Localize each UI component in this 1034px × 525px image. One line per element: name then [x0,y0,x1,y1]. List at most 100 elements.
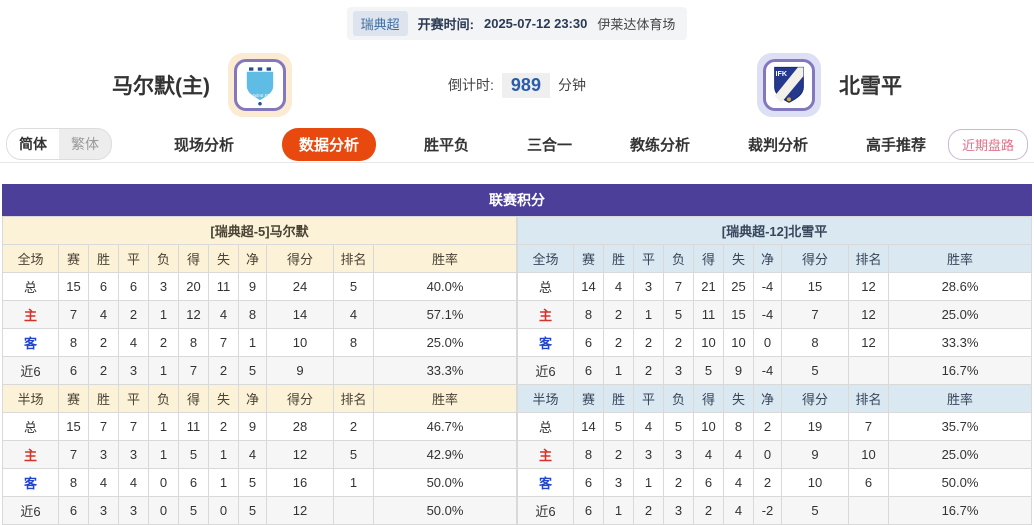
stat-cell: 1 [238,328,267,357]
stat-cell: 3 [663,356,694,385]
stat-cell: 3 [118,496,149,525]
column-header: 胜 [603,244,634,273]
column-header: 排名 [333,244,374,273]
stat-cell: 10 [723,328,754,357]
tab-item[interactable]: 裁判分析 [748,136,809,154]
column-header: 平 [118,244,149,273]
stat-cell: 1 [208,440,239,469]
column-header: 得 [693,384,724,413]
away-team: IFK 北雪平 [586,53,1034,117]
stat-cell: 4 [603,272,634,301]
stat-cell: 4 [118,468,149,497]
stat-cell: 46.7% [373,412,517,441]
tab-item[interactable]: 教练分析 [630,136,691,154]
column-header: 胜 [603,384,634,413]
stat-cell: 4 [118,328,149,357]
tab-item[interactable]: 三合一 [526,136,572,154]
countdown-value: 989 [501,72,550,98]
tab-item[interactable]: 数据分析 [281,127,376,161]
stat-cell: 15 [723,300,754,329]
stats-row: 总 15 7 7 1 11 2 9 28 2 46.7% [2,412,517,441]
stat-cell: 3 [663,440,694,469]
column-header: 负 [148,384,179,413]
venue-name: 伊莱达体育场 [597,17,676,32]
column-header: 失 [208,384,239,413]
stat-cell: 50.0% [373,468,517,497]
stat-cell: 9 [723,356,754,385]
recent-trend-button[interactable]: 近期盘路 [947,128,1028,160]
match-info-bar: 瑞典超 开赛时间: 2025-07-12 23:30 伊莱达体育场 [0,7,1034,40]
panel-body: [瑞典超-5]马尔默 全场赛胜平负得失净得分 排名 胜率总 15 6 6 3 20 11 9 24 5 4… [2,216,1032,525]
stats-row: 总 15 6 6 3 20 11 9 24 5 40.0% [2,272,517,301]
svg-text:Malmö FF: Malmö FF [250,93,270,98]
stat-cell: 6 [693,468,724,497]
stats-row: 主 8 2 3 3 4 4 0 9 10 25.0% [517,440,1032,469]
stat-cell: 4 [88,468,119,497]
column-header: 平 [118,384,149,413]
stat-cell: 5 [781,356,849,385]
stats-row: 主 7 3 3 1 5 1 4 12 5 42.9% [2,440,517,469]
column-header: 得分 [266,244,334,273]
stat-cell: 2 [603,328,634,357]
column-header: 排名 [848,384,889,413]
column-header: 排名 [333,384,374,413]
stat-cell: 8 [238,300,267,329]
stat-cell: 16.7% [888,356,1032,385]
column-header: 失 [723,384,754,413]
stat-cell: 2 [88,328,119,357]
stat-cell: 25.0% [888,300,1032,329]
row-label: 主 [2,300,59,329]
tab-item[interactable]: 高手推荐 [866,136,927,154]
lang-traditional-button[interactable]: 繁体 [71,136,99,152]
stat-cell: 3 [118,440,149,469]
stat-cell: 28 [266,412,334,441]
stat-cell: 8 [178,328,209,357]
stat-cell: 20 [178,272,209,301]
column-header: 胜率 [888,384,1032,413]
stat-cell: 3 [118,356,149,385]
stat-cell: 7 [848,412,889,441]
stat-cell: 0 [753,328,782,357]
row-label: 近6 [2,496,59,525]
team-section-header: [瑞典超-12]北雪平 [517,216,1032,245]
stat-cell: 33.3% [373,356,517,385]
stats-row: 总 14 4 3 7 21 25 -4 15 12 28.6% [517,272,1032,301]
stat-cell: 5 [663,412,694,441]
stat-cell: 25.0% [888,440,1032,469]
row-label: 近6 [2,356,59,385]
stat-cell: -4 [753,300,782,329]
stat-cell: 1 [148,300,179,329]
stat-cell: 9 [781,440,849,469]
scope-header: 全场 [517,244,574,273]
stat-cell: 8 [58,328,89,357]
stat-cell: 21 [693,272,724,301]
stat-cell: -4 [753,356,782,385]
stat-cell: 15 [58,412,89,441]
stat-cell: 12 [848,272,889,301]
match-info-strip: 瑞典超 开赛时间: 2025-07-12 23:30 伊莱达体育场 [346,7,688,40]
stat-cell: 6 [88,272,119,301]
away-team-logo: IFK [757,53,821,117]
stat-cell [333,356,374,385]
stat-cell: 12 [178,300,209,329]
stat-cell: 5 [603,412,634,441]
tab-item[interactable]: 胜平负 [423,136,469,154]
column-header: 净 [238,244,267,273]
lang-simplified-button[interactable]: 简体 [7,129,59,159]
stat-cell: 15 [58,272,89,301]
stat-cell: 6 [573,328,604,357]
tab-item[interactable]: 现场分析 [173,136,234,154]
stat-cell: 12 [848,300,889,329]
stat-cell: 7 [88,412,119,441]
stat-cell: 10 [781,468,849,497]
column-header: 排名 [848,244,889,273]
column-header: 赛 [573,384,604,413]
league-badge[interactable]: 瑞典超 [352,11,408,36]
column-header: 得 [178,384,209,413]
row-label: 近6 [517,356,574,385]
column-header: 平 [633,244,664,273]
panel-title: 联赛积分 [2,184,1032,216]
stat-cell: 4 [723,440,754,469]
row-label: 总 [517,412,574,441]
stat-cell: 3 [633,440,664,469]
